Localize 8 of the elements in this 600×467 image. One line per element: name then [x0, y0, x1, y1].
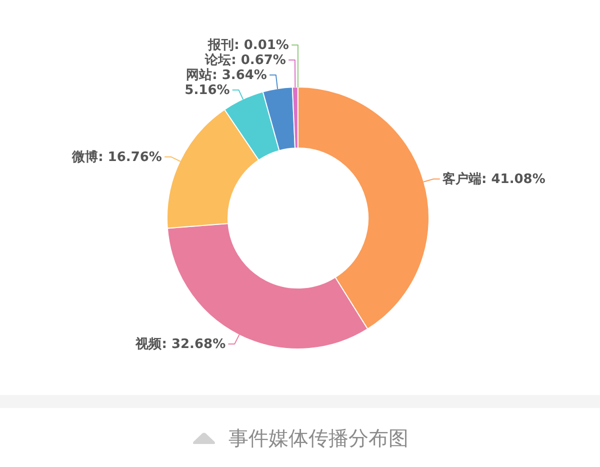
slice-label: 网站: 3.64% [186, 68, 267, 84]
data-label: 5.16% [184, 83, 230, 98]
slice-label: 论坛: 0.67% [204, 53, 286, 68]
text: 事件媒体传播分布图 [228, 426, 408, 450]
slice-label: 视频: 32.68% [134, 336, 226, 352]
slice-label: 报刊: 0.01% [207, 38, 289, 54]
slice-label: 微博: 16.76% [71, 148, 162, 165]
slice-label: 客户端: 41.08% [442, 171, 546, 188]
